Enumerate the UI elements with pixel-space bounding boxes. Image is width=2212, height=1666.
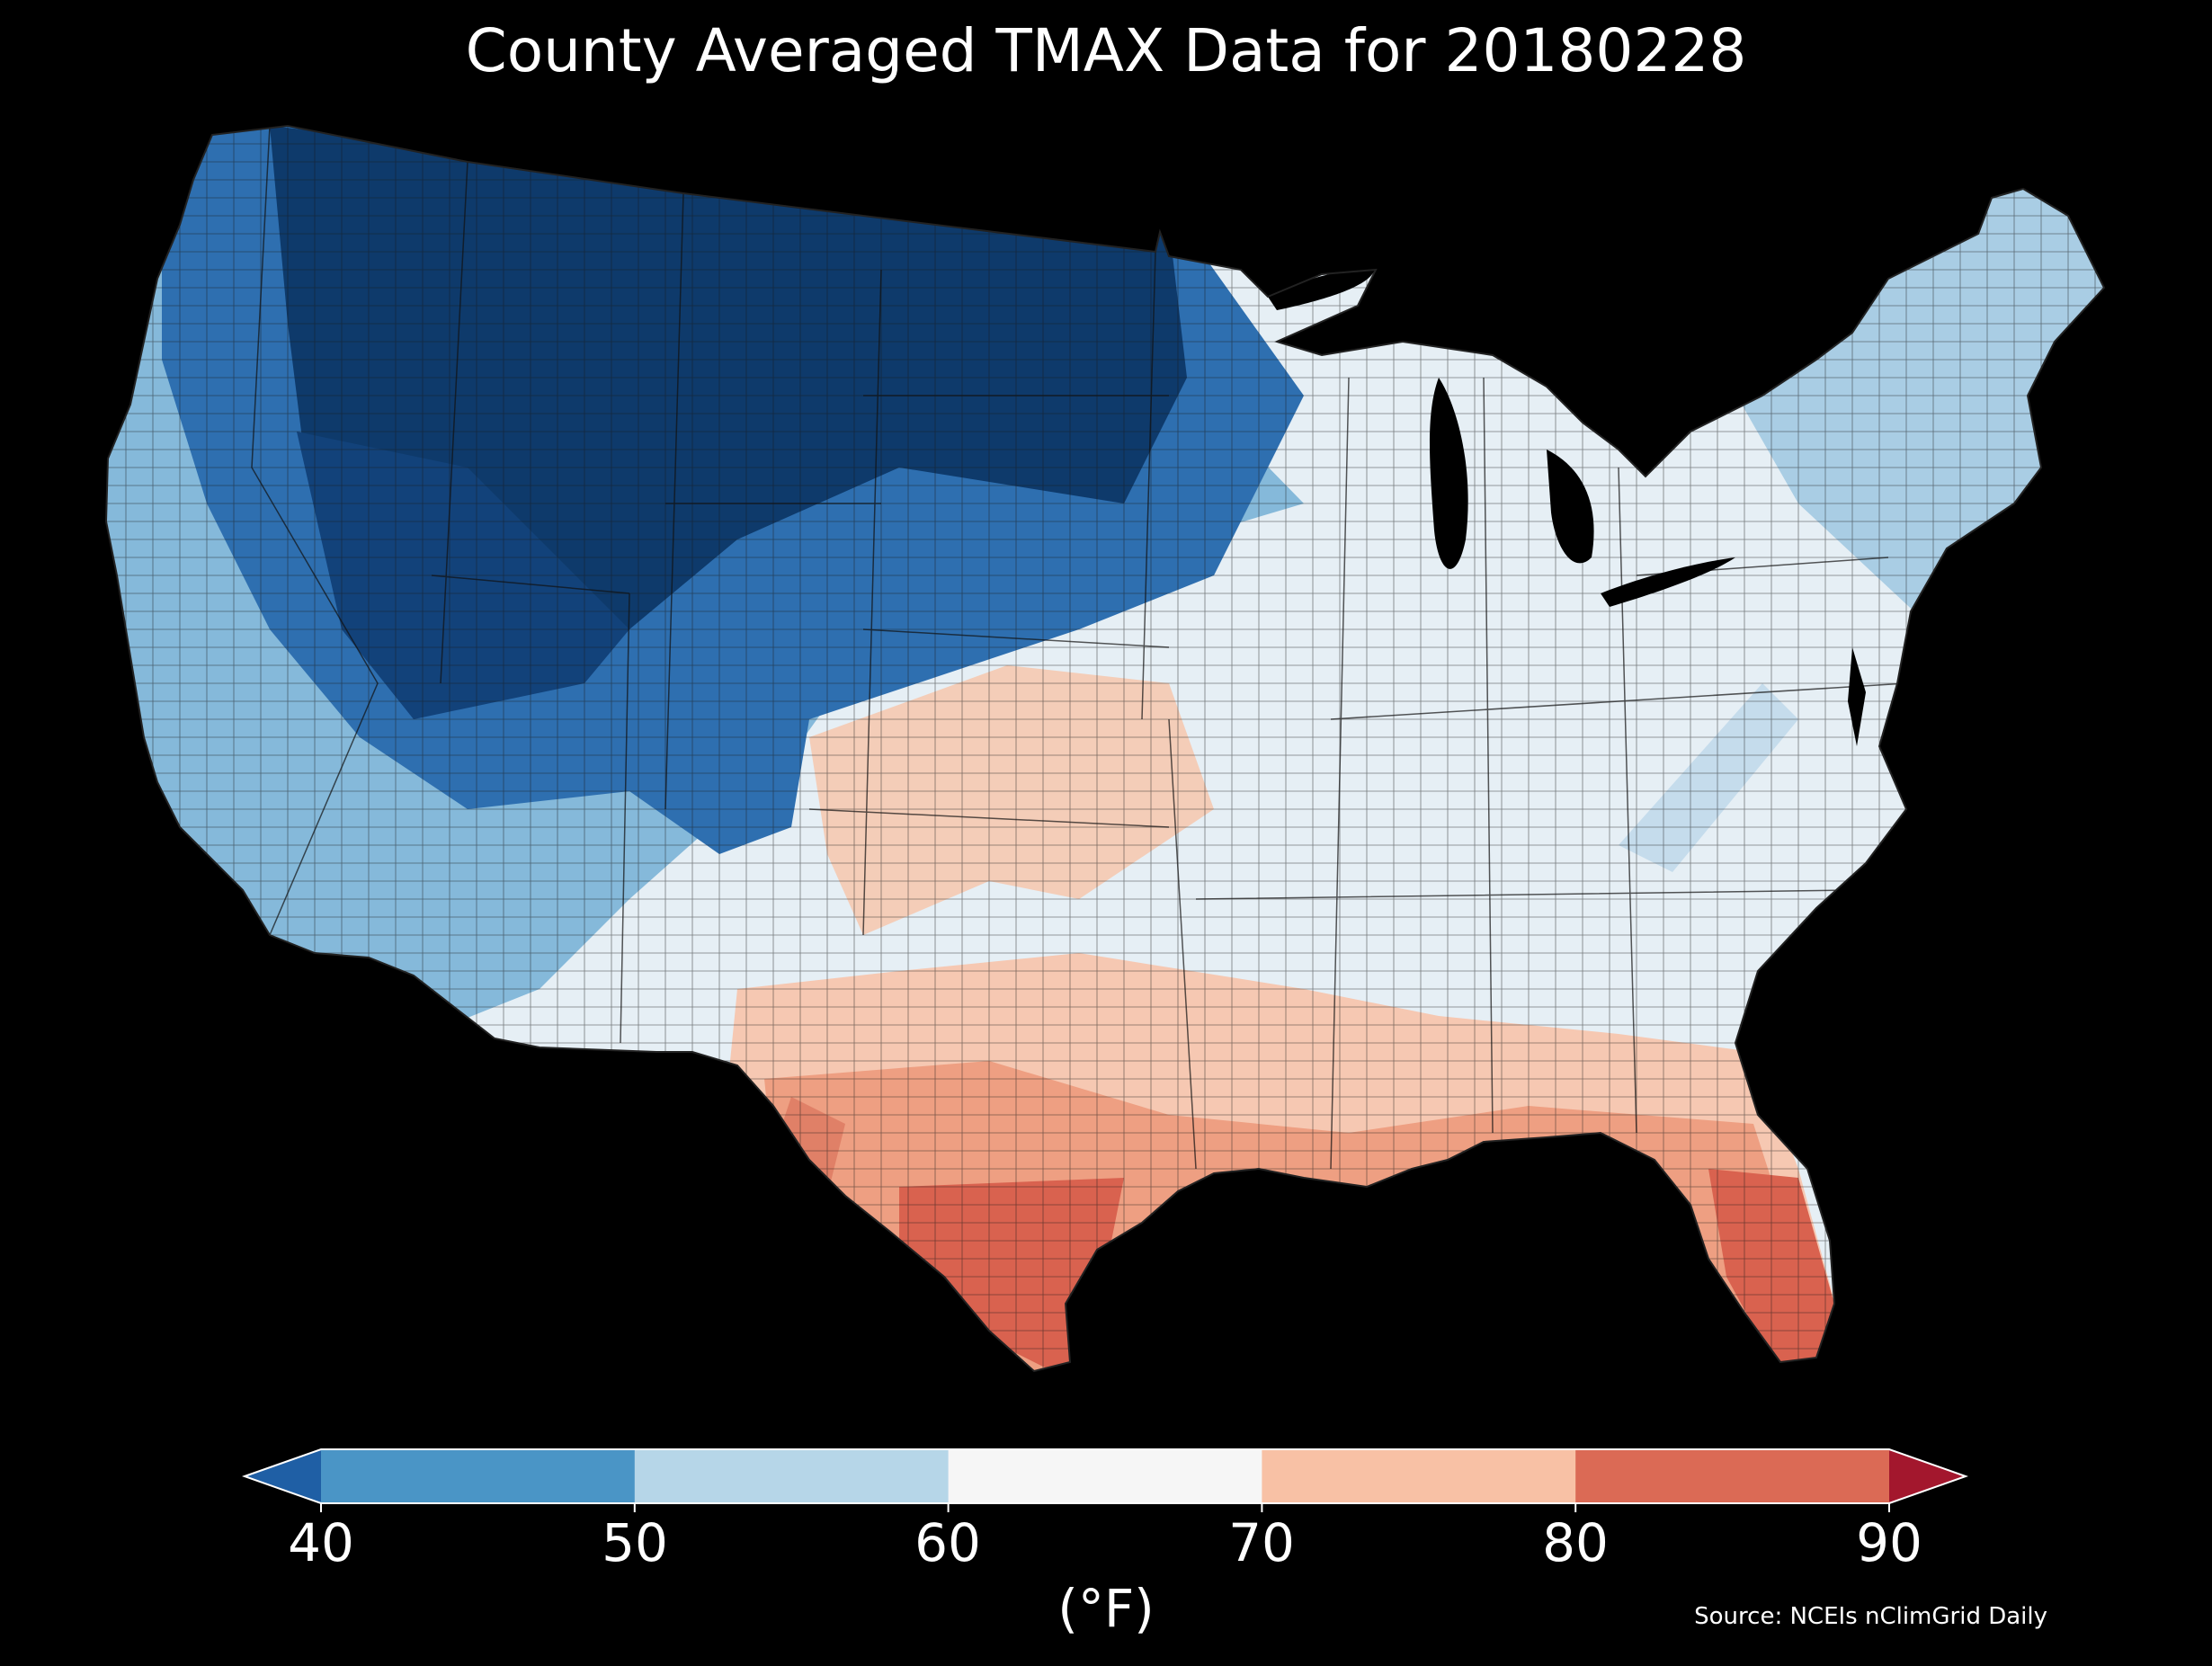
colorbar-extend-high (1889, 1449, 1966, 1503)
colorbar-tick-60: 60 (914, 1512, 981, 1573)
map-title: County Averaged TMAX Data for 20180228 (465, 16, 1747, 85)
state-borders (251, 126, 1907, 1170)
colorbar-bin-60-70 (948, 1449, 1262, 1503)
us-outline-stroke (104, 124, 2106, 1373)
colorbar-extend-low (245, 1449, 321, 1503)
lake-michigan (1430, 378, 1468, 569)
colorbar-tick-40: 40 (288, 1512, 354, 1573)
colorbar-tick-70: 70 (1228, 1512, 1295, 1573)
colorbar-bin-40-50 (321, 1449, 636, 1503)
colorbar-tick-80: 80 (1542, 1512, 1609, 1573)
colorbar-bin-50-60 (634, 1449, 950, 1503)
source-credit: Source: NCEIs nClimGrid Daily (1694, 1603, 2047, 1630)
colorbar-bin-80-90 (1575, 1449, 1890, 1503)
colorbar-unit-label: (°F) (1057, 1578, 1155, 1639)
lake-huron (1547, 450, 1594, 564)
colorbar-bin-70-80 (1262, 1449, 1576, 1503)
region-warm-plains (809, 665, 1214, 935)
colorbar-tick-90: 90 (1856, 1512, 1922, 1573)
lake-superior (1268, 268, 1376, 310)
colorbar (241, 1448, 1969, 1512)
chesapeake-bay (1848, 647, 1866, 746)
lake-erie (1601, 557, 1735, 607)
colorbar-tick-50: 50 (602, 1512, 668, 1573)
